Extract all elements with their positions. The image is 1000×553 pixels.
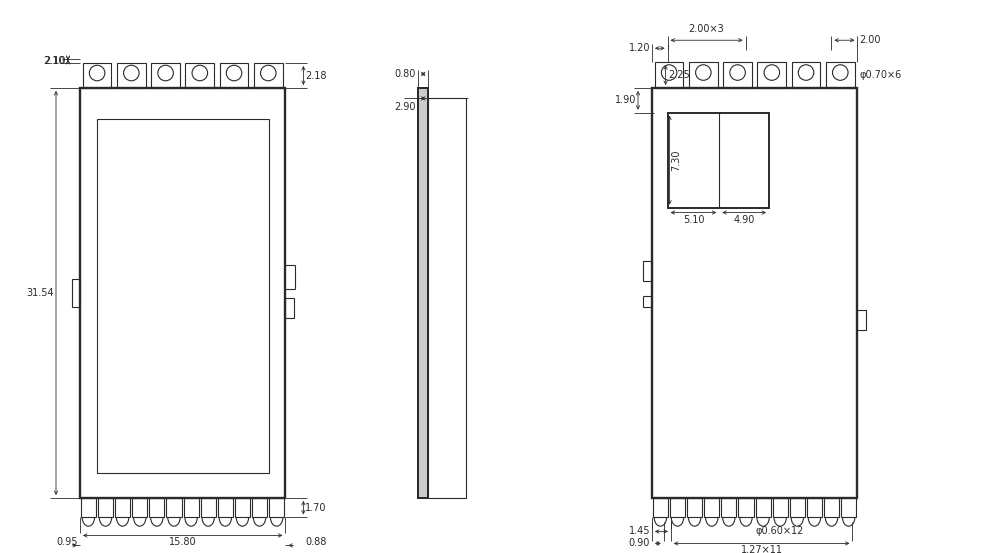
- Text: 2.00×3: 2.00×3: [689, 24, 724, 34]
- Text: 2.00: 2.00: [859, 35, 881, 45]
- Bar: [418, 88, 428, 498]
- Text: 0.88: 0.88: [305, 538, 327, 547]
- Text: 0.80: 0.80: [395, 69, 416, 79]
- Text: φ0.60×12: φ0.60×12: [755, 526, 804, 536]
- Bar: [72, 279, 80, 307]
- Bar: [117, 63, 146, 88]
- Bar: [80, 88, 285, 498]
- Bar: [723, 62, 752, 88]
- Bar: [652, 88, 857, 498]
- Text: 31.54: 31.54: [26, 288, 54, 298]
- Bar: [269, 498, 284, 518]
- Bar: [721, 498, 736, 518]
- Text: 2.90: 2.90: [394, 102, 416, 112]
- Text: 0.95: 0.95: [56, 538, 78, 547]
- Bar: [826, 62, 855, 88]
- Bar: [185, 63, 214, 88]
- Bar: [81, 498, 96, 518]
- Bar: [428, 98, 466, 498]
- Bar: [655, 62, 683, 88]
- Bar: [841, 498, 856, 518]
- Bar: [670, 498, 685, 518]
- Text: 1.90: 1.90: [615, 95, 636, 105]
- Text: 2.25: 2.25: [669, 70, 690, 80]
- Bar: [757, 62, 786, 88]
- Bar: [790, 498, 805, 518]
- Text: 4.90: 4.90: [733, 215, 755, 225]
- Text: 5.10: 5.10: [683, 215, 704, 225]
- Bar: [252, 498, 267, 518]
- Text: 1.20: 1.20: [629, 43, 650, 53]
- Bar: [689, 62, 718, 88]
- Text: 2.18: 2.18: [305, 71, 327, 81]
- Bar: [97, 119, 268, 473]
- Bar: [738, 498, 754, 518]
- Bar: [98, 498, 113, 518]
- Bar: [254, 63, 283, 88]
- Bar: [184, 498, 199, 518]
- Bar: [151, 63, 180, 88]
- Bar: [235, 498, 250, 518]
- Text: 2.10: 2.10: [44, 56, 66, 66]
- Bar: [756, 498, 771, 518]
- Bar: [668, 113, 769, 207]
- Bar: [220, 63, 248, 88]
- Text: 1.70: 1.70: [305, 503, 327, 513]
- Bar: [201, 498, 216, 518]
- Bar: [857, 310, 866, 330]
- Bar: [824, 498, 839, 518]
- Text: 1.27×11: 1.27×11: [741, 545, 783, 553]
- Bar: [83, 63, 111, 88]
- Bar: [653, 498, 668, 518]
- Text: 7.30: 7.30: [672, 149, 682, 171]
- Bar: [132, 498, 147, 518]
- Bar: [285, 298, 294, 317]
- Text: 1.45: 1.45: [629, 526, 650, 536]
- Bar: [166, 498, 182, 518]
- Bar: [807, 498, 822, 518]
- Bar: [418, 88, 428, 498]
- Text: 15.80: 15.80: [169, 538, 197, 547]
- Bar: [643, 261, 652, 281]
- Bar: [218, 498, 233, 518]
- Bar: [704, 498, 719, 518]
- Bar: [149, 498, 164, 518]
- Text: φ0.70×6: φ0.70×6: [859, 70, 902, 80]
- Bar: [115, 498, 130, 518]
- Bar: [687, 498, 702, 518]
- Text: 0.90: 0.90: [629, 539, 650, 549]
- Bar: [773, 498, 788, 518]
- Bar: [792, 62, 820, 88]
- Text: 2.10: 2.10: [44, 56, 65, 66]
